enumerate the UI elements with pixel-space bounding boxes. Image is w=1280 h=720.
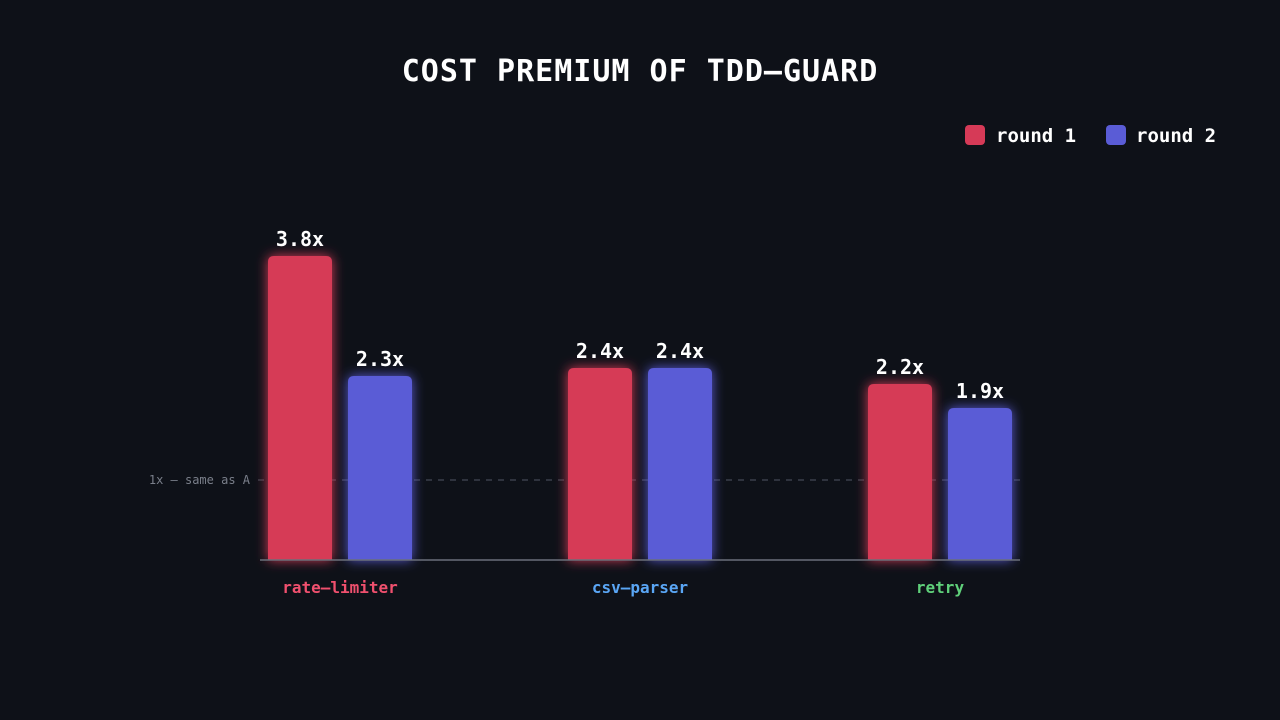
- category-labels-group: rate–limiter csv–parser retry: [282, 578, 964, 597]
- chart-title: COST PREMIUM OF TDD–GUARD: [402, 54, 879, 89]
- bar-2-1: [348, 376, 412, 560]
- value-label-2-1: 2.3x: [356, 347, 404, 371]
- reference-line-label: 1x — same as A: [149, 473, 251, 487]
- value-labels-group: 3.8x 2.3x 2.4x 2.4x 2.2x 1.9x: [276, 227, 1004, 403]
- bar-1-2: [568, 368, 632, 560]
- legend-label-round-1: round 1: [996, 125, 1076, 147]
- category-label-2: csv–parser: [592, 578, 688, 597]
- bars-group: [268, 256, 1012, 560]
- legend-swatch-round-2: [1106, 125, 1126, 145]
- bar-1-1: [268, 256, 332, 560]
- value-label-1-3: 2.2x: [876, 355, 924, 379]
- legend: round 1 round 2: [965, 125, 1216, 147]
- legend-swatch-round-1: [965, 125, 985, 145]
- value-label-2-3: 1.9x: [956, 379, 1004, 403]
- category-label-3: retry: [916, 578, 965, 597]
- category-label-1: rate–limiter: [282, 578, 398, 597]
- bar-1-3: [868, 384, 932, 560]
- bar-2-3: [948, 408, 1012, 560]
- bar-2-2: [648, 368, 712, 560]
- value-label-1-1: 3.8x: [276, 227, 324, 251]
- value-label-1-2: 2.4x: [576, 339, 624, 363]
- value-label-2-2: 2.4x: [656, 339, 704, 363]
- reference-line-group: 1x — same as A: [149, 473, 1020, 487]
- legend-label-round-2: round 2: [1136, 125, 1216, 147]
